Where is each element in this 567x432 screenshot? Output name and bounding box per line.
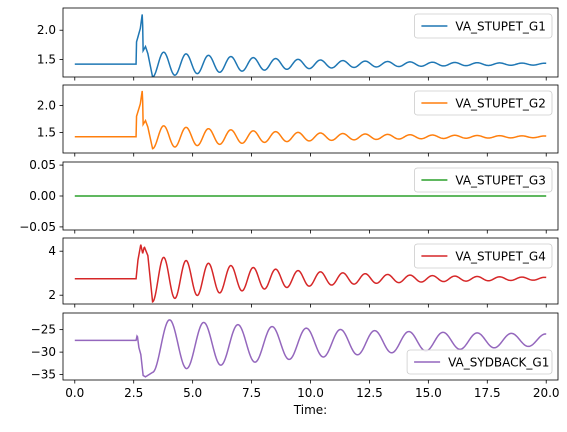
legend: VA_STUPET_G2 <box>413 90 553 116</box>
y-tick-label: 0.05 <box>29 158 56 172</box>
y-tick-label: −30 <box>31 345 56 359</box>
subplot-3: −0.05 0.00 0.05 VA_STUPET_G3 <box>19 158 559 234</box>
y-tick-label: 2 <box>48 288 56 302</box>
x-tick-label: 17.5 <box>474 386 501 400</box>
legend-label: VA_STUPET_G4 <box>455 250 545 264</box>
legend-box <box>413 167 553 193</box>
series-line-va_stupet_g4 <box>74 244 547 304</box>
legend: VA_SYDBACK_G1 <box>406 349 553 375</box>
series-line-va_sydback_g1 <box>74 319 547 378</box>
subplot-1: 1.5 2.0 VA_STUPET_G1 <box>37 7 559 81</box>
series-line-va_stupet_g2 <box>74 90 547 150</box>
subplot-5: −35 −30 −25 0.0 2.5 5.0 7.5 10.0 12.5 15.0 17.5 20.… <box>31 312 560 417</box>
series-line-va_stupet_g1 <box>74 14 547 77</box>
x-tick-label: 20.0 <box>533 386 560 400</box>
y-tick-label: 4 <box>48 244 56 258</box>
x-tick-label: 5.0 <box>183 386 202 400</box>
x-tick-label: 0.0 <box>65 386 84 400</box>
legend-label: VA_STUPET_G2 <box>455 97 545 111</box>
legend: VA_STUPET_G3 <box>413 167 553 193</box>
legend-box <box>406 349 553 375</box>
legend: VA_STUPET_G4 <box>413 243 553 269</box>
subplot-4: 2 4 VA_STUPET_G4 <box>48 237 559 308</box>
legend-box <box>413 90 553 116</box>
legend: VA_STUPET_G1 <box>413 13 553 39</box>
y-tick-label: 1.5 <box>37 125 56 139</box>
x-tick-label: 10.0 <box>297 386 324 400</box>
subplot-2: 1.5 2.0 VA_STUPET_G2 <box>37 84 559 157</box>
x-axis-label: Time: <box>293 403 327 417</box>
y-tick-label: −35 <box>31 368 56 382</box>
y-tick-label: −0.05 <box>19 220 56 234</box>
y-tick-label: 2.0 <box>37 99 56 113</box>
y-tick-label: 2.0 <box>37 23 56 37</box>
y-tick-label: 1.5 <box>37 52 56 66</box>
x-tick-label: 2.5 <box>124 386 143 400</box>
x-tick-label: 7.5 <box>242 386 261 400</box>
y-tick-label: 0.00 <box>29 189 56 203</box>
x-tick-label: 12.5 <box>356 386 383 400</box>
legend-label: VA_STUPET_G3 <box>455 174 545 188</box>
legend-box <box>413 13 553 39</box>
legend-box <box>413 243 553 269</box>
y-tick-label: −25 <box>31 323 56 337</box>
x-tick-label: 15.0 <box>415 386 442 400</box>
legend-label: VA_STUPET_G1 <box>455 20 545 34</box>
legend-label: VA_SYDBACK_G1 <box>448 356 549 370</box>
